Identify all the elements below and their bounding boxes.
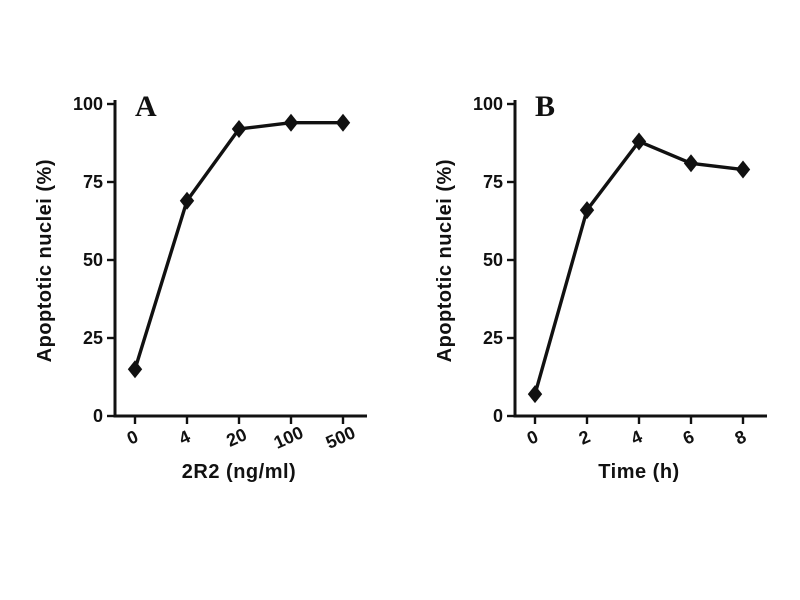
line-plot-a: 0 25 50 75 100 0 4 20 100 500 [73, 94, 367, 453]
svg-text:75: 75 [83, 172, 103, 192]
x-axis-title: Time (h) [598, 461, 680, 483]
chart-panel-a: Apoptotic nuclei (%) A 0 25 50 75 100 0 4 20 100… [27, 86, 373, 484]
svg-text:0: 0 [124, 426, 141, 448]
y-axis-title: Apoptotic nuclei (%) [33, 158, 56, 363]
chart-panel-b: Apoptotic nuclei (%) B 0 25 50 75 100 0 2 4 6 8 T… [427, 86, 773, 484]
panel-b-y-axis-title-wrap: Apoptotic nuclei (%) [427, 86, 463, 469]
panel-a-plot-area: A 0 25 50 75 100 0 4 20 100 500 [63, 86, 373, 469]
svg-text:0: 0 [524, 426, 541, 448]
svg-text:8: 8 [732, 426, 749, 448]
svg-text:0: 0 [93, 406, 103, 426]
svg-text:0: 0 [493, 406, 503, 426]
panel-b-plot-area: B 0 25 50 75 100 0 2 4 6 8 [463, 86, 773, 469]
svg-text:6: 6 [680, 426, 697, 448]
line-plot-b: 0 25 50 75 100 0 2 4 6 8 [473, 94, 767, 449]
panel-label-a: A [135, 90, 157, 123]
svg-text:50: 50 [483, 250, 503, 270]
svg-text:4: 4 [176, 426, 193, 448]
svg-text:2: 2 [576, 426, 593, 448]
panel-label-b: B [535, 90, 556, 123]
panel-a-y-axis-title-wrap: Apoptotic nuclei (%) [27, 86, 63, 469]
svg-text:20: 20 [223, 424, 249, 450]
y-axis-title: Apoptotic nuclei (%) [433, 158, 456, 363]
svg-text:4: 4 [628, 426, 645, 448]
svg-text:50: 50 [83, 250, 103, 270]
svg-text:25: 25 [83, 328, 103, 348]
svg-text:100: 100 [473, 94, 503, 114]
svg-text:500: 500 [323, 422, 359, 452]
svg-text:25: 25 [483, 328, 503, 348]
x-axis-title: 2R2 (ng/ml) [181, 461, 297, 483]
svg-text:100: 100 [73, 94, 103, 114]
svg-text:100: 100 [271, 422, 307, 452]
svg-text:75: 75 [483, 172, 503, 192]
